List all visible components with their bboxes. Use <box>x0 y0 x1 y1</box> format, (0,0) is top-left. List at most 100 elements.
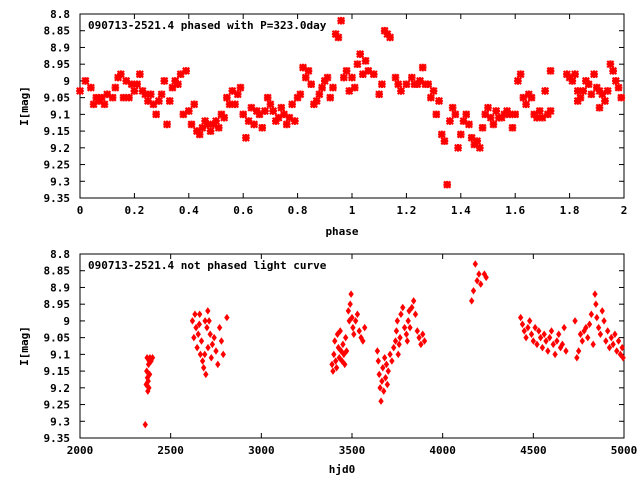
data-point <box>440 137 449 146</box>
data-point <box>414 327 420 335</box>
data-point <box>537 333 544 342</box>
data-point <box>346 317 352 325</box>
data-point <box>290 117 299 126</box>
y-tick-label: 9.3 <box>50 415 70 428</box>
y-tick-label: 9 <box>63 75 70 88</box>
data-point <box>353 60 362 69</box>
data-point <box>545 347 551 355</box>
data-point <box>269 107 278 115</box>
data-point <box>197 310 203 318</box>
data-point <box>304 66 313 75</box>
data-point <box>416 333 422 342</box>
data-point <box>456 130 465 139</box>
data-point <box>412 310 419 318</box>
data-point <box>133 80 142 89</box>
y-tick-label: 9.05 <box>44 92 71 105</box>
data-point <box>394 317 401 325</box>
data-point <box>100 100 109 109</box>
data-point <box>404 337 410 345</box>
data-point <box>410 297 417 305</box>
data-point <box>146 370 153 379</box>
data-point <box>382 374 389 382</box>
data-point <box>184 107 193 115</box>
data-point <box>617 350 624 359</box>
data-point <box>228 86 237 95</box>
data-point <box>190 100 199 109</box>
data-point <box>384 380 391 389</box>
data-point <box>149 353 156 362</box>
data-point <box>236 83 245 92</box>
data-point <box>247 103 256 112</box>
data-point <box>375 357 381 365</box>
y-tick-label: 8.9 <box>50 41 70 54</box>
data-point <box>572 317 578 325</box>
x-tick-label: 4500 <box>520 444 547 457</box>
data-point <box>508 123 517 132</box>
data-point <box>489 120 498 129</box>
data-point <box>356 50 365 59</box>
data-point <box>586 320 593 328</box>
data-point <box>222 93 231 102</box>
data-point <box>215 360 221 369</box>
data-point <box>445 117 454 126</box>
data-point <box>451 110 460 119</box>
data-point <box>597 330 604 339</box>
x-tick-label: 0.4 <box>179 204 199 217</box>
data-point <box>274 113 283 122</box>
data-point <box>379 377 385 385</box>
data-point <box>360 337 366 345</box>
data-point <box>454 143 463 152</box>
data-point <box>395 350 401 359</box>
data-point <box>383 360 390 369</box>
data-point <box>409 303 415 312</box>
data-point <box>97 93 106 102</box>
data-point <box>554 337 560 345</box>
data-point <box>385 367 391 375</box>
data-point <box>429 86 438 95</box>
data-point <box>206 127 215 136</box>
data-point <box>342 66 351 75</box>
data-point <box>258 123 267 132</box>
data-point <box>218 337 225 345</box>
y-tick-label: 9.1 <box>50 108 70 121</box>
data-point <box>130 86 139 95</box>
data-point <box>435 97 444 105</box>
data-point <box>619 343 625 352</box>
data-point <box>483 273 489 282</box>
data-point <box>527 317 533 325</box>
data-point <box>606 60 615 69</box>
data-point <box>76 86 84 95</box>
data-point <box>351 330 357 339</box>
data-point <box>573 86 582 95</box>
data-point <box>546 107 555 115</box>
data-point <box>301 73 310 82</box>
data-point <box>340 340 346 349</box>
data-point <box>342 333 349 342</box>
data-point <box>579 86 588 95</box>
data-point <box>516 70 525 79</box>
y-tick-label: 8.8 <box>50 248 70 261</box>
data-point <box>462 110 471 119</box>
data-point <box>469 297 475 305</box>
data-point <box>532 323 538 332</box>
x-tick-label: 1.2 <box>396 204 416 217</box>
y-axis-label: I[mag] <box>18 86 31 126</box>
data-point <box>511 110 520 119</box>
data-point <box>530 337 537 345</box>
data-point <box>213 347 219 355</box>
x-tick-label: 5000 <box>611 444 638 457</box>
data-point <box>277 103 286 112</box>
data-point <box>432 110 441 119</box>
data-point <box>600 97 609 105</box>
data-point <box>406 307 412 315</box>
data-point <box>198 337 205 345</box>
data-point <box>239 110 248 119</box>
data-point <box>173 80 182 89</box>
plot-frame <box>79 13 625 199</box>
data-point <box>464 120 473 129</box>
data-point <box>160 76 169 85</box>
data-point <box>330 367 336 375</box>
data-point <box>573 97 582 105</box>
data-point <box>418 63 427 72</box>
data-point <box>609 66 618 75</box>
